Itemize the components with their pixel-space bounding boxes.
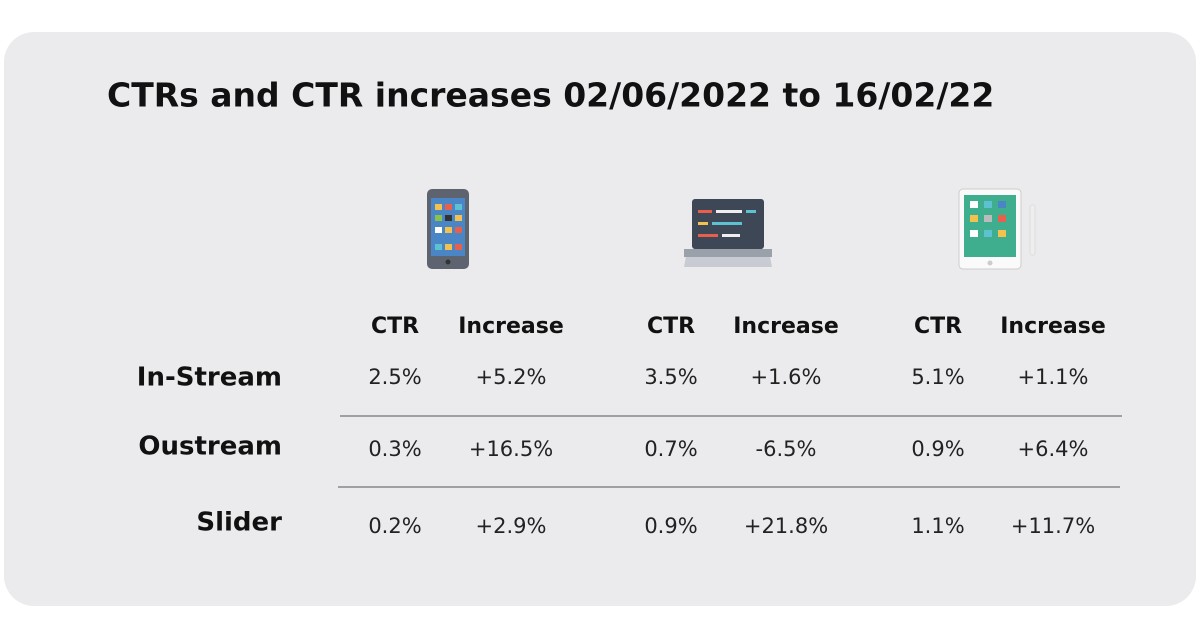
row-label: In-Stream bbox=[137, 363, 282, 393]
cell: +5.2% bbox=[476, 365, 547, 389]
cell: +21.8% bbox=[744, 514, 828, 538]
cell: +16.5% bbox=[469, 437, 553, 461]
cell: 0.9% bbox=[644, 514, 697, 538]
cell: 3.5% bbox=[644, 365, 697, 389]
column-header: CTR bbox=[914, 314, 962, 339]
cell: 0.7% bbox=[644, 437, 697, 461]
cell: 1.1% bbox=[911, 514, 964, 538]
row-label: Oustream bbox=[138, 432, 282, 462]
card bbox=[4, 32, 1196, 606]
phone-icon bbox=[427, 189, 469, 269]
cell: 0.9% bbox=[911, 437, 964, 461]
cell: 2.5% bbox=[368, 365, 421, 389]
cell: 5.1% bbox=[911, 365, 964, 389]
column-header: CTR bbox=[647, 314, 695, 339]
cell: 0.3% bbox=[368, 437, 421, 461]
cell: +1.1% bbox=[1018, 365, 1089, 389]
tablet-icon bbox=[958, 188, 1036, 270]
column-header: Increase bbox=[1000, 314, 1106, 339]
column-header: CTR bbox=[371, 314, 419, 339]
cell: +1.6% bbox=[751, 365, 822, 389]
column-header: Increase bbox=[458, 314, 564, 339]
title: CTRs and CTR increases 02/06/2022 to 16/… bbox=[107, 76, 994, 115]
cell: +6.4% bbox=[1018, 437, 1089, 461]
cell: 0.2% bbox=[368, 514, 421, 538]
laptop-icon bbox=[684, 199, 772, 267]
cell: +11.7% bbox=[1011, 514, 1095, 538]
column-header: Increase bbox=[733, 314, 839, 339]
cell: +2.9% bbox=[476, 514, 547, 538]
row-label: Slider bbox=[196, 508, 282, 538]
cell: -6.5% bbox=[756, 437, 817, 461]
